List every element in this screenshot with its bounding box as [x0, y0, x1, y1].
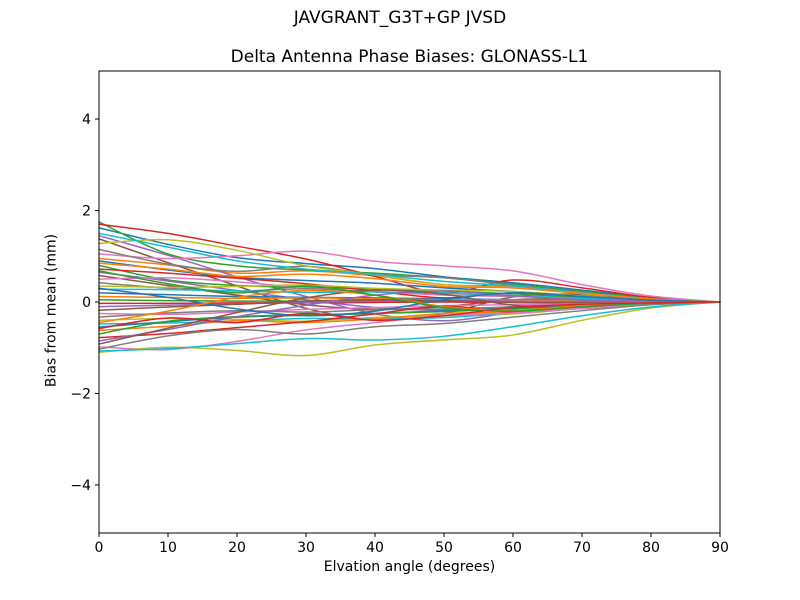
series-line-42 — [98, 270, 721, 312]
series-line-37 — [98, 301, 721, 350]
x-tick-label: 0 — [95, 540, 104, 556]
x-tick-label: 60 — [504, 540, 522, 556]
x-tick-label: 90 — [711, 540, 729, 556]
x-axis-label: Elvation angle (degrees) — [323, 559, 496, 575]
x-tick-label: 10 — [159, 540, 177, 556]
y-tick-label: −2 — [70, 386, 91, 402]
x-tick-label: 50 — [435, 540, 453, 556]
series-line-6 — [98, 250, 721, 303]
x-tick-label: 70 — [573, 540, 591, 556]
series-line-11 — [98, 262, 721, 303]
figure-suptitle: JAVGRANT_G3T+GP JVSD — [293, 8, 507, 28]
series-line-38 — [98, 301, 721, 357]
y-tick-label: 4 — [82, 112, 91, 128]
series-line-34 — [98, 290, 721, 342]
x-tick-label: 40 — [366, 540, 384, 556]
y-axis-label: Bias from mean (mm) — [43, 233, 60, 388]
x-tick-label: 80 — [642, 540, 660, 556]
x-tick-label: 30 — [297, 540, 315, 556]
series-line-43 — [98, 301, 721, 330]
series-line-2 — [98, 221, 721, 303]
x-tick-label: 20 — [228, 540, 246, 556]
y-tick-label: 2 — [82, 204, 91, 220]
series-line-3 — [98, 223, 721, 303]
series-line-0 — [98, 227, 721, 303]
series-line-39 — [98, 301, 721, 352]
y-tick-label: −4 — [70, 478, 91, 494]
y-tick-label: 0 — [82, 295, 91, 311]
axes-title: Delta Antenna Phase Biases: GLONASS-L1 — [230, 47, 589, 67]
